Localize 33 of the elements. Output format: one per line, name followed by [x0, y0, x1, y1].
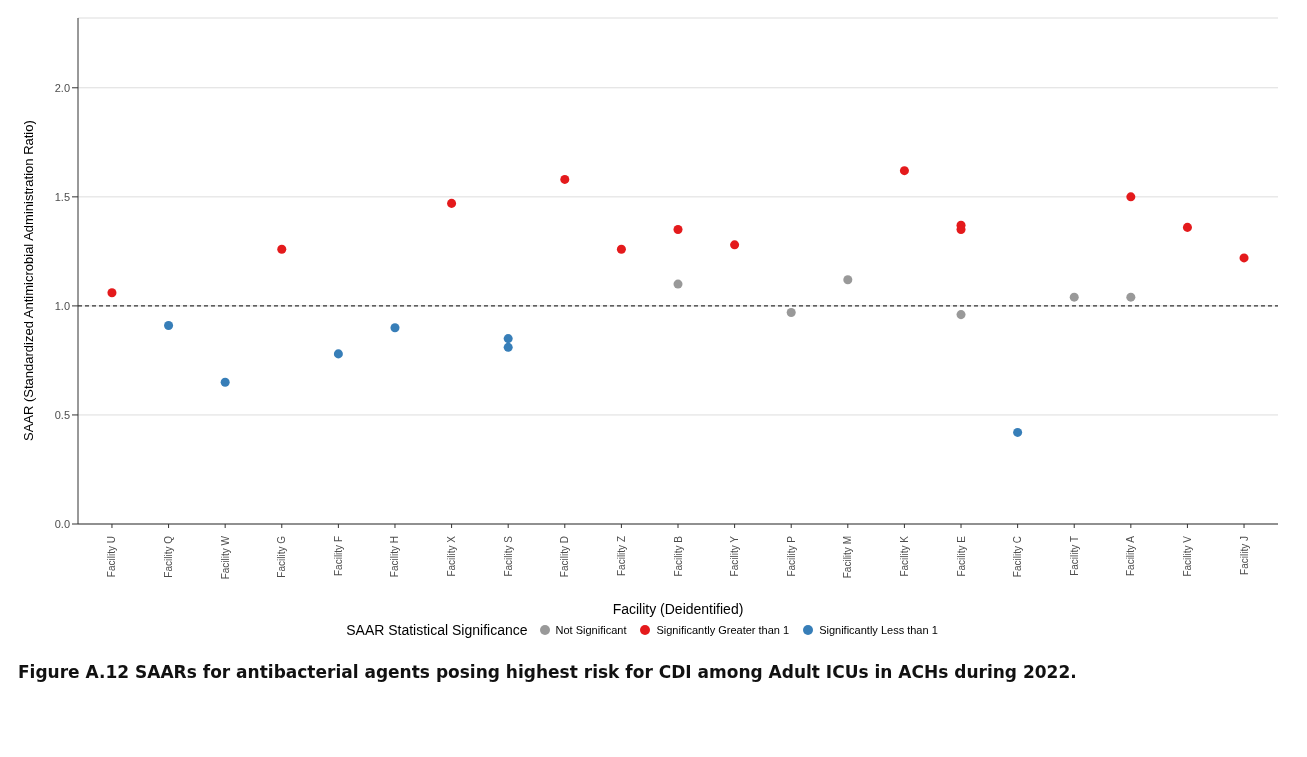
x-tick-label: Facility G [276, 535, 288, 578]
x-tick-label: Facility M [842, 536, 854, 579]
x-tick-label: Facility T [1068, 536, 1080, 576]
y-tick-label: 2.0 [54, 81, 70, 94]
x-tick-label: Facility Z [615, 536, 627, 576]
legend-title: SAAR Statistical Significance [346, 622, 528, 638]
x-tick-label: Facility D [559, 536, 571, 578]
x-tick-label: Facility A [1125, 535, 1137, 577]
y-axis-title: SAAR (Standardized Antimicrobial Administration Ratio) [20, 120, 36, 441]
x-tick-label: Facility E [955, 535, 967, 577]
y-tick-label: 0.5 [54, 408, 70, 421]
y-tick-label: 1.0 [54, 299, 70, 312]
x-tick-label: Facility H [389, 536, 401, 578]
legend-label: Significantly Less than 1 [819, 624, 938, 636]
x-tick-label: Facility V [1181, 535, 1193, 577]
legend-label: Not Significant [555, 624, 627, 636]
x-tick-label: Facility K [898, 535, 910, 577]
x-tick-label: Facility J [1238, 536, 1250, 575]
x-tick-label: Facility C [1012, 536, 1024, 578]
x-tick-label: Facility F [332, 536, 344, 576]
x-tick-label: Facility B [672, 535, 684, 577]
x-tick-label: Facility Y [729, 535, 741, 577]
x-axis-title: Facility (Deidentified) [612, 601, 744, 617]
legend-label: Significantly Greater than 1 [656, 624, 790, 636]
x-tick-label: Facility P [785, 535, 797, 577]
y-tick-label: 0.0 [54, 517, 70, 530]
x-tick-label: Facility U [106, 536, 118, 578]
x-tick-label: Facility Q [163, 535, 175, 578]
x-tick-label: Facility W [219, 535, 231, 580]
x-tick-label: Facility X [446, 535, 458, 577]
y-tick-label: 1.5 [54, 190, 70, 203]
x-tick-label: Facility S [502, 535, 514, 577]
text: Figure A.12 SAARs for antibacterial agents posing highest risk for CDI among Adult ICUs in ACHs during 2022. [18, 662, 1078, 682]
